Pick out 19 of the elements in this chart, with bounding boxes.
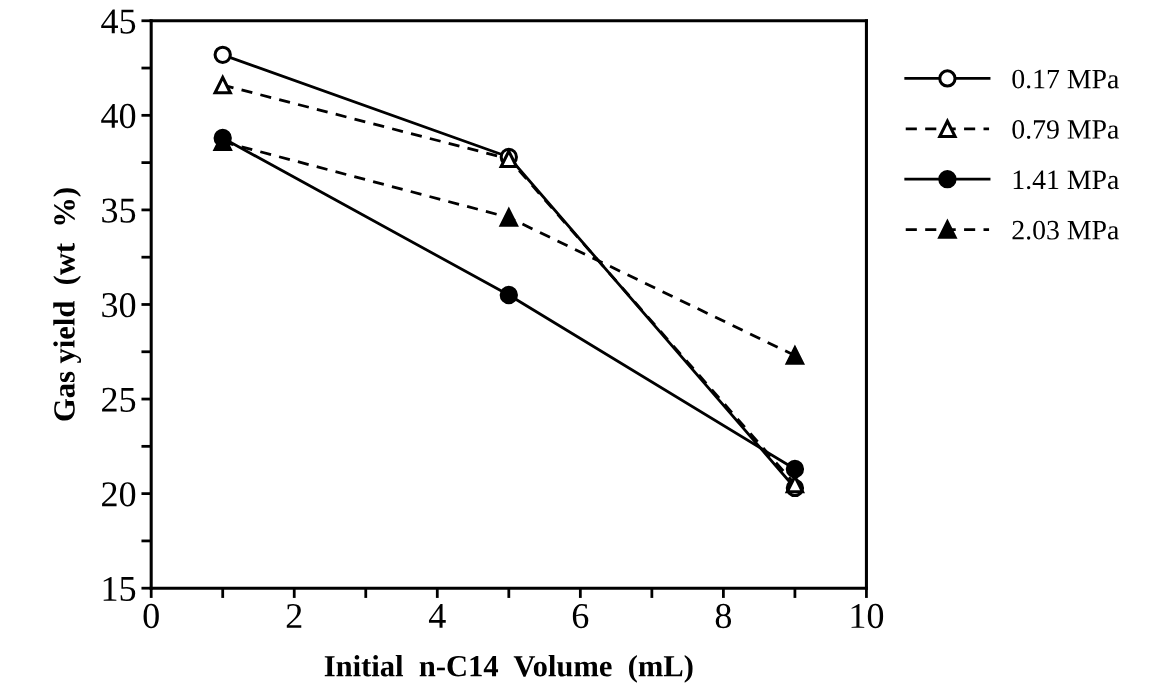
- x-tick-label: 0: [143, 603, 159, 629]
- x-tick-label: 10: [851, 603, 884, 629]
- x-tick-label: 2: [286, 603, 302, 628]
- legend-label: 2.03 MPa: [1012, 220, 1119, 240]
- legend-label: 0.79 MPa: [1012, 120, 1119, 139]
- y-tick-label: 15: [103, 576, 136, 602]
- y-tick-label: 45: [101, 9, 136, 34]
- y-tick-label: 35: [102, 198, 136, 223]
- y-tick-label: 30: [102, 292, 136, 318]
- legend-label: 1.41 MPa: [1013, 170, 1119, 190]
- y-tick-label: 25: [102, 387, 136, 412]
- x-tick-label: 8: [715, 603, 732, 629]
- y-axis-title: Gas yield (wt %): [53, 188, 82, 421]
- legend-label: 0.17 MPa: [1012, 69, 1119, 89]
- x-tick-label: 6: [572, 603, 589, 629]
- y-tick-label: 20: [102, 482, 136, 507]
- x-tick-label: 4: [428, 604, 446, 628]
- x-axis-title: Initial n-C14 Volume (mL): [324, 654, 693, 683]
- y-tick-label: 40: [101, 103, 136, 129]
